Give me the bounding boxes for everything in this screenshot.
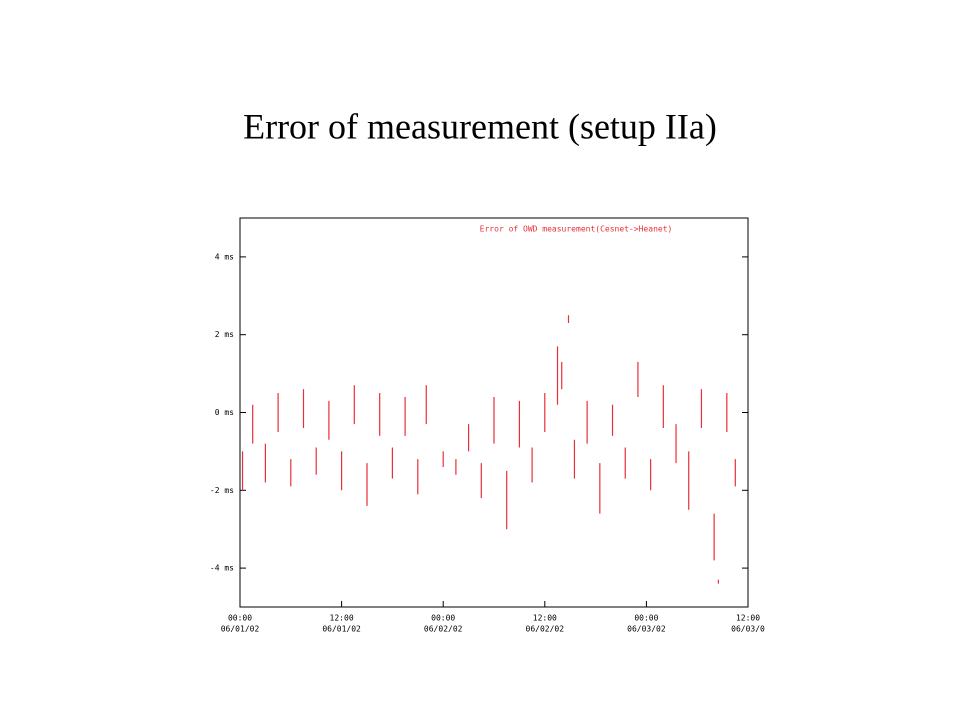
x-tick-date: 06/02/02 [526, 625, 565, 634]
x-tick-date: 06/03/0 [731, 625, 765, 634]
y-tick-label: -2 ms [210, 486, 234, 495]
legend-entry: Error of OWD measurement(Cesnet->Heanet) [480, 225, 673, 234]
slide-title: Error of measurement (setup IIa) [243, 106, 717, 146]
x-tick-date: 06/02/02 [424, 625, 463, 634]
y-tick-label: 0 ms [215, 408, 234, 417]
x-tick-label: 12:00 [330, 614, 354, 623]
x-tick-label: 00:00 [634, 614, 658, 623]
y-tick-label: -4 ms [210, 564, 234, 573]
x-tick-date: 06/03/02 [627, 625, 666, 634]
y-tick-label: 2 ms [215, 330, 234, 339]
x-tick-label: 12:00 [736, 614, 760, 623]
x-tick-label: 12:00 [533, 614, 557, 623]
x-tick-date: 06/01/02 [221, 625, 260, 634]
data-line [241, 315, 736, 584]
x-tick-label: 00:00 [228, 614, 252, 623]
x-tick-date: 06/01/02 [322, 625, 361, 634]
y-tick-label: 4 ms [215, 252, 234, 261]
x-tick-label: 00:00 [431, 614, 455, 623]
